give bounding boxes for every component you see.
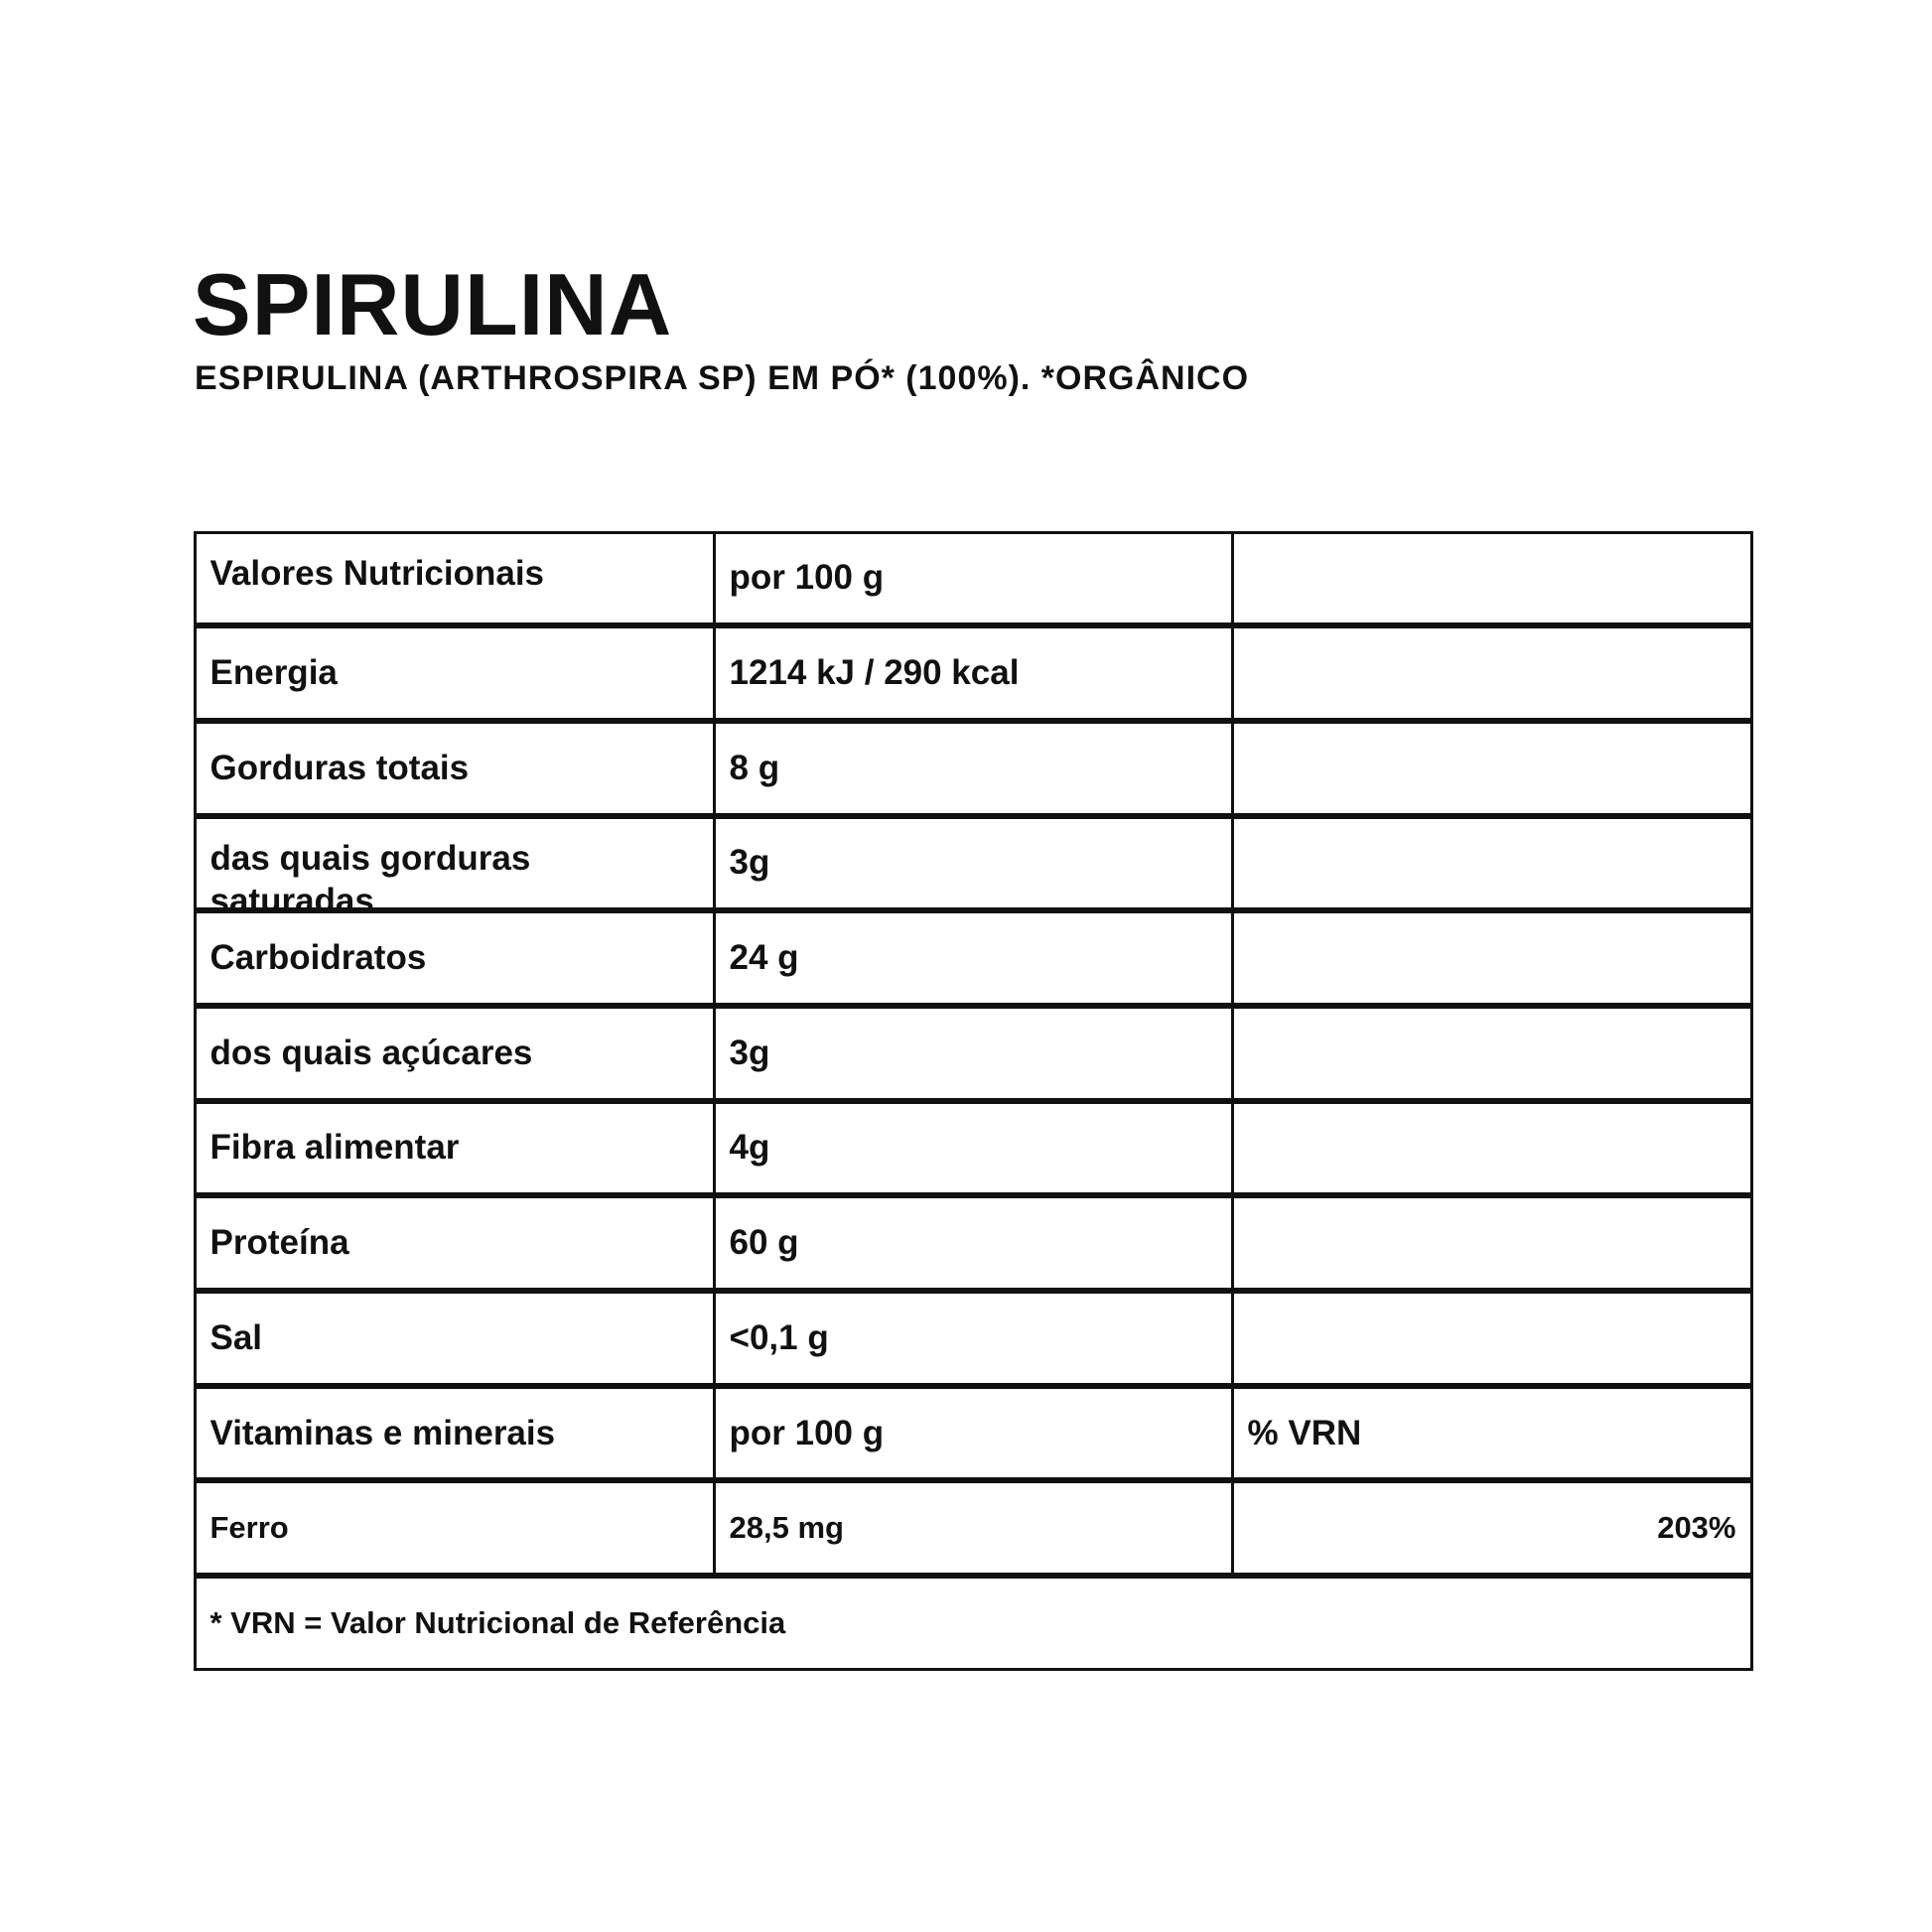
table-cell: Proteína xyxy=(193,1195,716,1291)
table-row: das quais gorduras saturadas 3g xyxy=(193,815,1753,912)
table-row: Sal <0,1 g xyxy=(193,1291,1753,1388)
table-cell: 1214 kJ / 290 kcal xyxy=(712,625,1234,721)
table-row: Carboidratos 24 g xyxy=(193,910,1753,1008)
table-cell xyxy=(1230,1195,1753,1291)
table-cell xyxy=(1230,815,1753,911)
table-cell: Valores Nutricionais xyxy=(193,530,716,626)
table-cell xyxy=(1230,1291,1753,1386)
table-cell: Sal xyxy=(193,1291,716,1386)
table-cell: Ferro xyxy=(193,1480,716,1577)
table-cell: dos quais açúcares xyxy=(193,1005,716,1101)
table-cell xyxy=(1230,910,1753,1006)
table-cell: 24 g xyxy=(712,910,1234,1006)
table-row: Energia 1214 kJ / 290 kcal xyxy=(193,625,1753,723)
table-cell: 3g xyxy=(712,815,1234,911)
table-cell: 3g xyxy=(712,1005,1234,1101)
table-row: Gorduras totais 8 g xyxy=(193,720,1753,817)
table-cell: Carboidratos xyxy=(193,910,716,1006)
table-cell: Energia xyxy=(193,625,716,721)
table-cell: por 100 g xyxy=(712,1385,1234,1481)
table-cell: 8 g xyxy=(712,720,1234,816)
table-cell xyxy=(1230,1100,1753,1196)
table-cell: das quais gorduras saturadas xyxy=(193,815,716,911)
table-row: Proteína 60 g xyxy=(193,1195,1753,1293)
table-row: Ferro 28,5 mg 203% xyxy=(193,1480,1753,1578)
table-cell: 28,5 mg xyxy=(712,1480,1234,1577)
table-cell: por 100 g xyxy=(712,530,1234,626)
table-cell: <0,1 g xyxy=(712,1291,1234,1386)
table-cell: 60 g xyxy=(712,1195,1234,1291)
table-cell: Gorduras totais xyxy=(193,720,716,816)
table-row: * VRN = Valor Nutricional de Referência xyxy=(193,1576,1753,1673)
nutrition-table: Valores Nutricionais por 100 g Energia 1214… xyxy=(193,530,1753,1673)
table-cell xyxy=(1230,625,1753,721)
table-row: Valores Nutricionais por 100 g xyxy=(193,530,1753,627)
table-cell xyxy=(1230,720,1753,816)
table-cell: 203% xyxy=(1230,1480,1753,1577)
title: SPIRULINA xyxy=(193,255,673,353)
table-row: dos quais açúcares 3g xyxy=(193,1005,1753,1102)
table-row: Fibra alimentar 4g xyxy=(193,1100,1753,1197)
footnote: * VRN = Valor Nutricional de Referência xyxy=(193,1576,1753,1671)
table-cell: Fibra alimentar xyxy=(193,1100,716,1196)
table-cell: 4g xyxy=(712,1100,1234,1196)
table-row: Vitaminas e minerais por 100 g% VRN xyxy=(193,1385,1753,1482)
table-cell: Vitaminas e minerais xyxy=(193,1385,716,1481)
table-cell xyxy=(1230,1005,1753,1101)
table-cell xyxy=(1230,530,1753,626)
table-cell: % VRN xyxy=(1230,1385,1753,1481)
subtitle: ESPIRULINA (ARTHROSPIRA SP) EM PÓ* (100%… xyxy=(195,359,1250,397)
